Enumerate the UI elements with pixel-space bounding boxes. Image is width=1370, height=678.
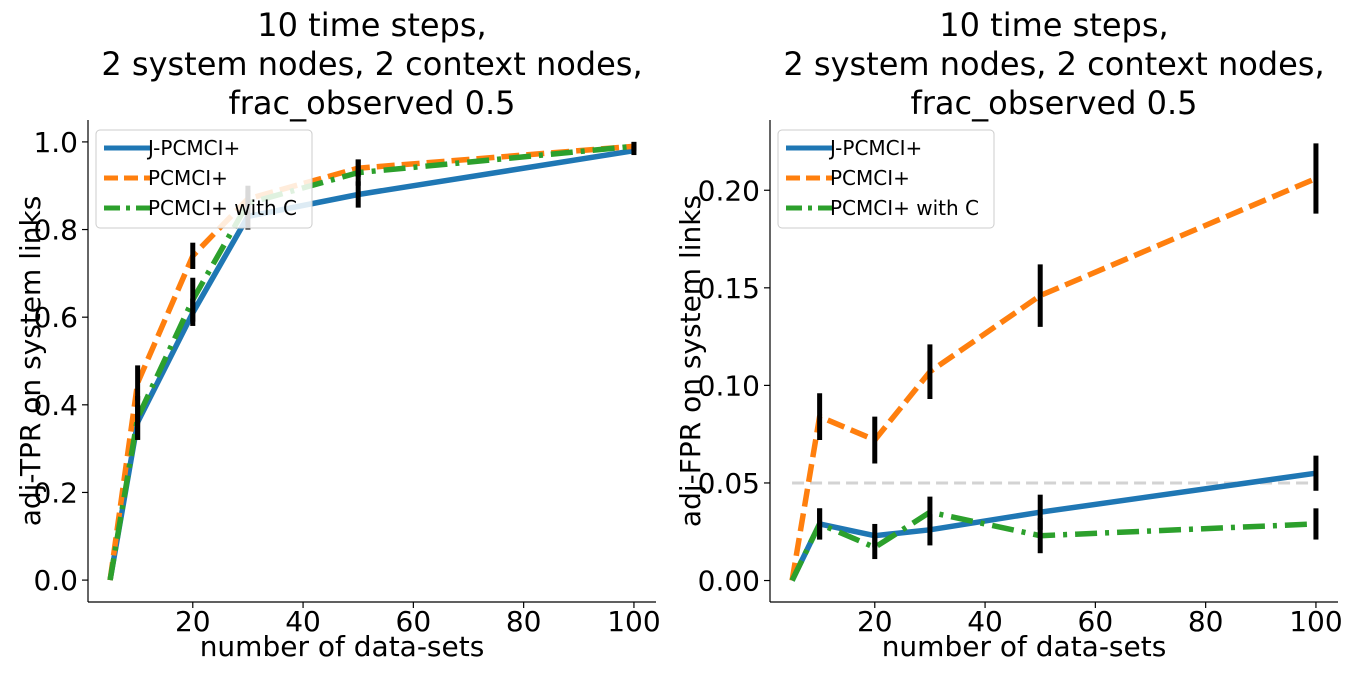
y-axis-label: adj-TPR on system links [14, 196, 47, 527]
y-tick-label: 0.15 [698, 272, 760, 305]
legend-label: PCMCI+ [148, 166, 228, 190]
legend-label: J-PCMCI+ [828, 136, 922, 160]
chart-title-line: 2 system nodes, 2 context nodes, [783, 45, 1324, 83]
y-tick-label: 0.8 [33, 214, 78, 247]
legend-label: J-PCMCI+ [146, 136, 240, 160]
y-tick-label: 0.0 [33, 564, 78, 597]
x-tick-label: 60 [1078, 605, 1114, 638]
x-tick-label: 20 [857, 605, 893, 638]
series-line-pcmci-with-c [107, 143, 635, 581]
legend-label: PCMCI+ [830, 166, 910, 190]
y-tick-label: 0.20 [698, 174, 760, 207]
y-tick-label: 1.0 [33, 126, 78, 159]
chart-right: 10 time steps,2 system nodes, 2 context … [674, 6, 1343, 663]
x-axis-label: number of data-sets [882, 630, 1167, 663]
chart-title-line: 10 time steps, [257, 6, 486, 44]
y-tick-label: 0.05 [698, 467, 760, 500]
series-line-pcmci- [789, 175, 1317, 581]
x-tick-label: 40 [285, 605, 321, 638]
x-tick-label: 100 [607, 605, 660, 638]
series-line-j-pcmci- [789, 470, 1317, 582]
chart-title-line: frac_observed 0.5 [228, 84, 515, 122]
legend-label: PCMCI+ with C [148, 196, 297, 220]
chart-title-line: frac_observed 0.5 [910, 84, 1197, 122]
chart-title-line: 2 system nodes, 2 context nodes, [101, 45, 642, 83]
x-tick-label: 60 [396, 605, 432, 638]
legend-box [777, 129, 995, 229]
x-tick-label: 20 [175, 605, 211, 638]
y-tick-label: 0.4 [33, 389, 78, 422]
y-tick-label: 0.2 [33, 476, 78, 509]
series-line-pcmci-with-c [789, 509, 1317, 582]
y-axis-label: adj-FPR on system links [674, 195, 707, 527]
y-tick-label: 0.10 [698, 369, 760, 402]
y-tick-label: 0.00 [698, 565, 760, 598]
chart-title-line: 10 time steps, [939, 6, 1168, 44]
legend-box [95, 129, 313, 229]
x-tick-label: 80 [506, 605, 542, 638]
y-tick-label: 0.6 [33, 301, 78, 334]
x-tick-label: 80 [1188, 605, 1224, 638]
chart-left: 10 time steps,2 system nodes, 2 context … [14, 6, 661, 663]
legend-label: PCMCI+ with C [830, 196, 979, 220]
x-tick-label: 40 [967, 605, 1003, 638]
x-axis-label: number of data-sets [200, 630, 485, 663]
x-tick-label: 100 [1289, 605, 1342, 638]
